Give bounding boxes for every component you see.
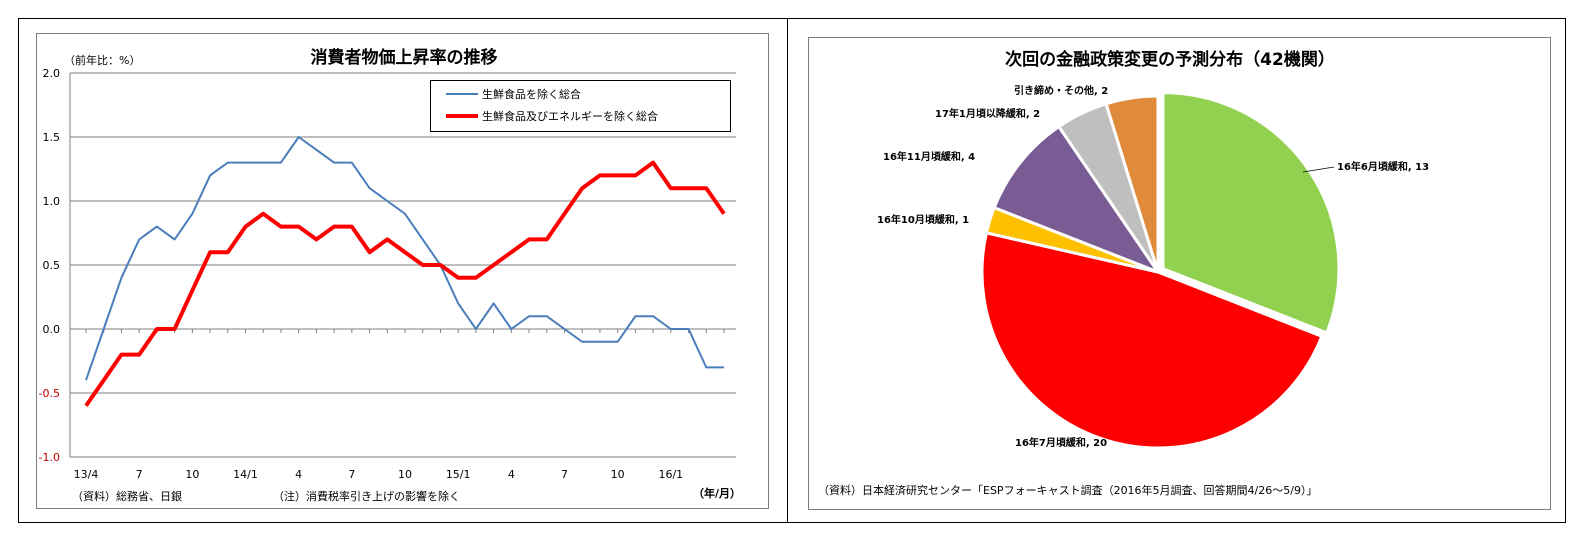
x-tick-label: 7 <box>561 468 568 481</box>
pie-slice-1 <box>1161 91 1341 335</box>
pie-slice-2 <box>980 231 1324 450</box>
line-chart: 消費者物価上昇率の推移 （前年比：%） 2.0 1.5 1.0 0.5 0.0 -0.5 -… <box>39 47 741 503</box>
y-tick-label: 1.5 <box>43 131 61 144</box>
pie-chart: 次回の金融政策変更の予測分布（42機関） 16年6月頃緩和, 13 16年7月頃… <box>818 49 1429 497</box>
x-tick-label: 14/1 <box>233 468 258 481</box>
slice-label-5: 17年1月頃以降緩和, 2 <box>935 107 1040 120</box>
slice-label-4: 16年11月頃緩和, 4 <box>883 150 975 163</box>
pie-chart-area <box>808 37 1551 510</box>
legend-label-series-1: 生鮮食品を除く総合 <box>482 87 581 101</box>
line-chart-title: 消費者物価上昇率の推移 <box>311 47 498 68</box>
legend-label-series-2: 生鮮食品及びエネルギーを除く総合 <box>482 109 658 123</box>
series-line-2 <box>84 160 726 407</box>
x-tick-label: 10 <box>611 468 625 481</box>
y-tick-label: 0.5 <box>43 259 61 272</box>
x-tick-label: 10 <box>185 468 199 481</box>
x-tick-label: 10 <box>398 468 412 481</box>
pie-chart-title: 次回の金融政策変更の予測分布（42機関） <box>1005 49 1335 70</box>
slice-label-1: 16年6月頃緩和, 13 <box>1337 160 1429 173</box>
legend: 生鮮食品を除く総合 生鮮食品及びエネルギーを除く総合 <box>430 80 731 132</box>
pie-chart-source: （資料）日本経済研究センター「ESPフォーキャスト調査（2016年5月調査、回答… <box>818 483 1317 497</box>
pie-slice-4 <box>992 124 1162 276</box>
x-tick-label: 7 <box>136 468 143 481</box>
slice-label-6: 引き締め・その他, 2 <box>1014 84 1108 97</box>
y-tick-label: 1.0 <box>43 195 61 208</box>
line-chart-source: （資料）総務省、日銀 <box>72 489 182 503</box>
x-tick-label: 7 <box>348 468 355 481</box>
y-unit-label: （前年比：%） <box>64 53 140 67</box>
line-chart-area <box>36 33 769 509</box>
x-tick-label: 13/4 <box>74 468 99 481</box>
leader-line-slice-1 <box>1302 166 1335 173</box>
x-tick-label: 16/1 <box>658 468 683 481</box>
slice-label-3: 16年10月頃緩和, 1 <box>877 213 969 226</box>
pie-slice-6 <box>1104 94 1160 273</box>
series-line-1 <box>85 136 724 381</box>
y-tick-label: -1.0 <box>39 451 60 464</box>
y-tick-label: -0.5 <box>39 387 60 400</box>
x-tick-label: 15/1 <box>446 468 471 481</box>
x-tick-label: 4 <box>508 468 515 481</box>
x-tick-label: 4 <box>295 468 302 481</box>
legend-box <box>430 80 731 132</box>
y-tick-label: 0.0 <box>43 323 61 336</box>
y-tick-label: 2.0 <box>43 67 61 80</box>
x-unit-label: （年/月） <box>693 486 741 500</box>
slice-label-2: 16年7月頃緩和, 20 <box>1015 436 1107 449</box>
line-chart-note: （注）消費税率引き上げの影響を除く <box>273 489 460 503</box>
